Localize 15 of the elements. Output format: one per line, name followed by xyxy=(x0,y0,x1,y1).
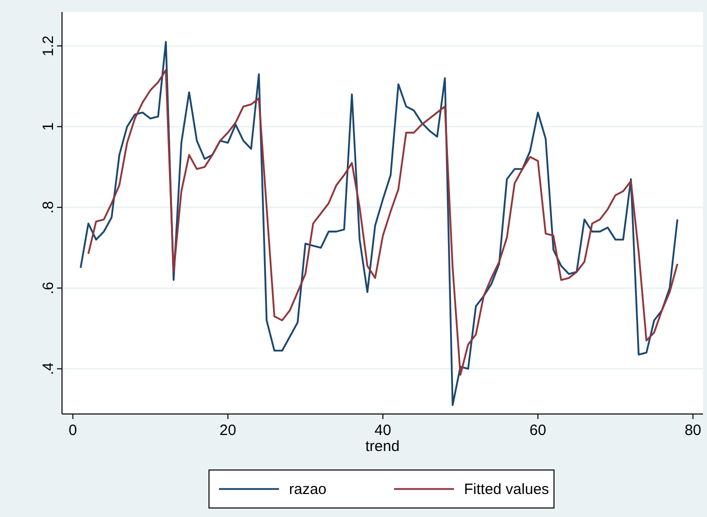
x-tick-label: 20 xyxy=(220,422,236,439)
legend-label: razao xyxy=(289,481,327,498)
y-tick-label: .4 xyxy=(40,362,57,376)
y-tick-label: 1 xyxy=(40,122,57,131)
y-tick-label: .6 xyxy=(40,282,57,294)
x-tick-label: 80 xyxy=(684,422,702,439)
x-axis-title: trend xyxy=(365,438,400,455)
line-series xyxy=(87,69,678,376)
y-tick-label: .8 xyxy=(40,201,57,214)
y-tick-label: 1.2 xyxy=(40,35,57,56)
legend-label: Fitted values xyxy=(464,481,550,498)
line-series xyxy=(80,40,678,406)
x-tick-label: 40 xyxy=(374,422,392,439)
x-tick-label: 0 xyxy=(68,422,78,439)
x-tick-label: 60 xyxy=(530,422,546,439)
